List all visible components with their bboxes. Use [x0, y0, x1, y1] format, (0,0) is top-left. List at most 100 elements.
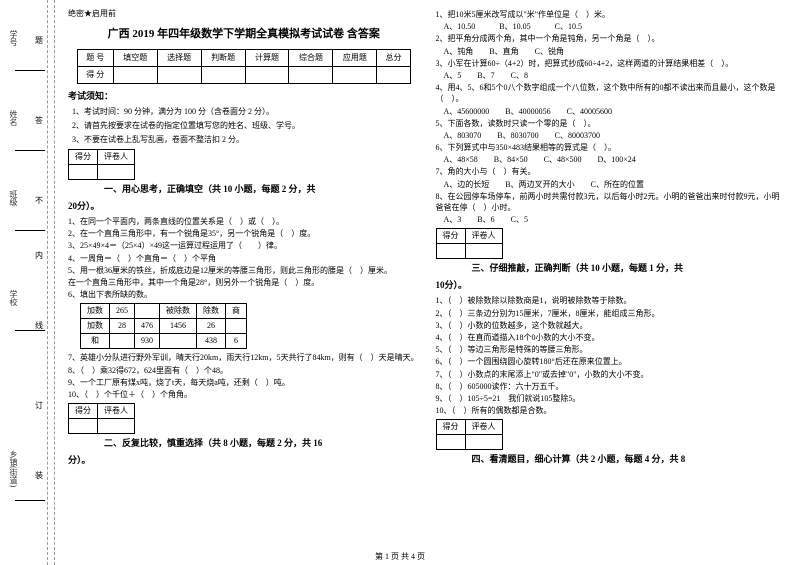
q3-5: 5、（ ）等边三角形是特殊的等腰三角形。 [436, 344, 788, 355]
side-char-7: 题 [35, 35, 43, 46]
dt-h3: 被除数 [160, 304, 197, 319]
sc-r6[interactable] [333, 66, 377, 83]
dt-r2-3 [160, 334, 197, 349]
q2-1o: A、10.50 B、10.05 C、10.5 [436, 21, 788, 32]
dt-r2-4: 438 [197, 334, 226, 349]
q1-7: 7、英雄小分队进行野外军训，晴天行20km，雨天行12km，5天共行了84km，… [68, 352, 420, 363]
dt-r1-2: 476 [135, 319, 160, 334]
notice-heading: 考试须知： [68, 90, 420, 104]
sb4-a: 得分 [436, 420, 465, 435]
dt-h2 [135, 304, 160, 319]
q3-7: 7、（ ）小数点的末尾添上"0"或去掉"0"，小数的大小不变。 [436, 369, 788, 380]
margin-lbl-0: 学号 [8, 30, 19, 46]
secret-label: 绝密★启用前 [68, 8, 420, 20]
exam-page: 学号 题 姓名 答 班级 不 内 学校 线 订 乡镇(街道) 装 绝密★启用前 … [0, 0, 800, 565]
q2-2: 2、把平角分成两个角，其中一个角是钝角，另一个角是（ ）。 [436, 33, 788, 44]
q1-3: 3、25×49×4＝（25×4）×49这一运算过程运用了（ ）律。 [68, 240, 420, 251]
sc-h4: 计算题 [245, 49, 289, 66]
q2-8: 8、在公园停车场停车，前两小时共需付款3元，以后每小时2元。小明的爸爸出来时付款… [436, 191, 788, 213]
q2-3: 3、小军在计算60÷（4+2）时，把算式抄成60÷4+2，这样两道的计算结果相差… [436, 58, 788, 69]
q2-6o: A、48×58 B、84×50 C、48×500 D、100×24 [436, 154, 788, 165]
dt-r1-4: 26 [197, 319, 226, 334]
q2-5o: A、803070 B、8030700 C、80003700 [436, 130, 788, 141]
sb-blank2[interactable] [98, 165, 135, 180]
sb3-b: 评卷人 [465, 229, 502, 244]
sc-h1: 填空题 [113, 49, 157, 66]
dt-r2-0: 和 [81, 334, 110, 349]
q3-2: 2、（ ）三条边分别为15厘米，7厘米，8厘米，能组成三角形。 [436, 308, 788, 319]
q1-4: 4、一周角＝（ ）个直角＝（ ）个平角 [68, 253, 420, 264]
q1-10: 10、（ ）个千位＋（ ）个角角。 [68, 389, 420, 400]
sb3-a: 得分 [436, 229, 465, 244]
margin-line [15, 150, 45, 151]
sc-r4[interactable] [245, 66, 289, 83]
scorer-box-3: 得分评卷人 [436, 228, 503, 259]
sb3-blank[interactable] [436, 244, 465, 259]
dt-h0: 加数 [81, 304, 110, 319]
sb2-a: 得分 [69, 404, 98, 419]
margin-lbl-1: 姓名 [8, 110, 19, 126]
section-3-title: 三、仔细推敲，正确判断（共 10 小题，每题 1 分，共 [436, 262, 788, 276]
q3-10: 10、（ ）所有的偶数都是合数。 [436, 405, 788, 416]
sb4-blank2[interactable] [465, 435, 502, 450]
q1-9: 9、一个工厂原有煤x吨，烧了t天，每天烧a吨，还剩（ ）吨。 [68, 377, 420, 388]
sb4-blank[interactable] [436, 435, 465, 450]
q1-6: 6、填出下表所缺的数。 [68, 289, 420, 300]
q2-4: 4、用4、5、6和5个0八个数字组成一个八位数，这个数中所有的0都不读出来而且最… [436, 82, 788, 104]
left-column: 绝密★启用前 广西 2019 年四年级数学下学期全真模拟考试试卷 含答案 题 号… [60, 8, 428, 557]
q2-1: 1、把10米5厘米改写成以"米"作单位是（ ）米。 [436, 9, 788, 20]
side-char-2: 线 [35, 320, 43, 331]
section-2-title: 二、反复比较，慎重选择（共 8 小题，每题 2 分，共 16 [68, 437, 420, 451]
sc-r1[interactable] [113, 66, 157, 83]
dt-r2-5: 6 [226, 334, 247, 349]
sb2-blank2[interactable] [98, 419, 135, 434]
q3-9: 9、（ ）105÷5=21 我们就说105整除5。 [436, 393, 788, 404]
data-table: 加数 265 被除数 除数 商 加数 28 476 1456 26 和 930 … [80, 303, 247, 349]
q1-2: 2、在一个直角三角形中，有一个锐角是35°，另一个锐角是（ ）度。 [68, 228, 420, 239]
binding-margin: 学号 题 姓名 答 班级 不 内 学校 线 订 乡镇(街道) 装 [0, 0, 55, 565]
sb2-b: 评卷人 [98, 404, 135, 419]
margin-line [15, 70, 45, 71]
sc-h3: 判断题 [201, 49, 245, 66]
sb2-blank[interactable] [69, 419, 98, 434]
margin-line [15, 500, 45, 501]
sc-h0: 题 号 [77, 49, 113, 66]
dt-r2-1 [110, 334, 135, 349]
dt-r1-3: 1456 [160, 319, 197, 334]
sc-r2[interactable] [157, 66, 201, 83]
side-char-4: 不 [35, 195, 43, 206]
q1-5: 5、用一根36厘米的铁丝，折成底边是12厘米的等腰三角形，则此三角形的腰是（ ）… [68, 265, 420, 276]
dt-r1-5 [226, 319, 247, 334]
sc-r5[interactable] [289, 66, 333, 83]
dt-h5: 商 [226, 304, 247, 319]
sc-r7[interactable] [377, 66, 410, 83]
q3-3: 3、（ ）小数的位数越多，这个数就越大。 [436, 320, 788, 331]
sb-b: 评卷人 [98, 150, 135, 165]
q2-5: 5、下面各数，读数时只读一个零的是（ ）。 [436, 118, 788, 129]
notice-3: 3、不要在试卷上乱写乱画，卷面不整洁扣 2 分。 [68, 134, 420, 146]
scorer-box-2: 得分评卷人 [68, 403, 135, 434]
side-char-6: 答 [35, 115, 43, 126]
sc-r3[interactable] [201, 66, 245, 83]
dash-line [47, 0, 48, 565]
sb3-blank2[interactable] [465, 244, 502, 259]
margin-lbl-3: 学校 [8, 290, 19, 306]
section-1-title: 一、用心思考，正确填空（共 10 小题，每题 2 分，共 [68, 183, 420, 197]
q1-5b: 在一个直角三角形中，其中一个角是28°，则另外一个锐角是（ ）度。 [68, 277, 420, 288]
q2-7o: A、边的长短 B、两边叉开的大小 C、所在的位置 [436, 179, 788, 190]
q2-8o: A、3 B、6 C、5 [436, 214, 788, 225]
side-char-1: 订 [35, 400, 43, 411]
margin-lbl-2: 班级 [8, 190, 19, 206]
dt-h4: 除数 [197, 304, 226, 319]
scorer-box-1: 得分评卷人 [68, 149, 135, 180]
section-1-pts: 20分）。 [68, 200, 420, 214]
dt-r1-0: 加数 [81, 319, 110, 334]
q3-6: 6、（ ）一个圆围绕圆心旋转180°后还在原来位置上。 [436, 356, 788, 367]
sc-h2: 选择题 [157, 49, 201, 66]
q2-7: 7、角的大小与（ ）有关。 [436, 166, 788, 177]
dt-r1-1: 28 [110, 319, 135, 334]
sc-r0: 得 分 [77, 66, 113, 83]
q2-4o: A、45600000 B、40000056 C、40005600 [436, 106, 788, 117]
sb-blank[interactable] [69, 165, 98, 180]
notice-2: 2、请首先按要求在试卷的指定位置填写您的姓名、班级、学号。 [68, 120, 420, 132]
